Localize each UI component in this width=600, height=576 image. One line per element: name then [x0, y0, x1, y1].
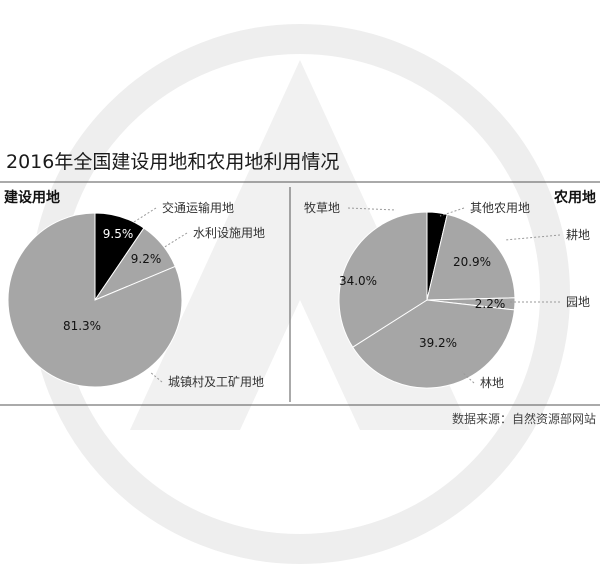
pie-title-agricultural: 农用地	[553, 189, 596, 206]
page-title: 2016年全国建设用地和农用地利用情况	[6, 151, 339, 173]
leader-line	[504, 234, 561, 241]
slice-category-label: 耕地	[566, 227, 590, 242]
slice-category-label: 园地	[566, 295, 590, 309]
source-note: 数据来源：自然资源部网站	[452, 411, 596, 426]
slice-category-label: 城镇村及工矿用地	[168, 375, 264, 389]
slice-category-label: 其他农用地	[470, 201, 530, 215]
slice-value-label: 81.3%	[63, 319, 101, 333]
leader-line	[149, 371, 163, 383]
slice-category-label: 交通运输用地	[162, 200, 234, 215]
slice-value-label: 20.9%	[453, 255, 491, 269]
pie-agricultural-land: 3.7% 其他农用地 20.9% 耕地 2.2% 园地 39.2% 林地 34.0% 牧草地	[304, 196, 590, 390]
leader-line	[439, 207, 465, 217]
slice-category-label: 林地	[480, 376, 504, 390]
pie-construction-land: 9.5% 交通运输用地 9.2% 水利设施用地 81.3% 城镇村及工矿用地	[7, 200, 265, 389]
leader-line	[162, 232, 188, 249]
slice-value-label: 2.2%	[475, 297, 506, 311]
pie-slice	[7, 212, 183, 388]
slice-value-label: 3.7%	[405, 196, 436, 210]
pie-slice	[426, 213, 516, 301]
leader-line	[133, 207, 157, 223]
slice-value-label: 9.2%	[131, 252, 162, 266]
slice-category-label: 牧草地	[304, 201, 340, 215]
slice-value-label: 39.2%	[419, 336, 457, 350]
slice-value-label: 34.0%	[339, 274, 377, 288]
pie-slice	[338, 211, 428, 348]
leader-line	[347, 207, 397, 211]
leader-line	[461, 371, 475, 384]
slice-value-label: 9.5%	[103, 227, 134, 241]
slice-category-label: 水利设施用地	[193, 226, 265, 240]
pie-title-construction: 建设用地	[4, 189, 60, 206]
